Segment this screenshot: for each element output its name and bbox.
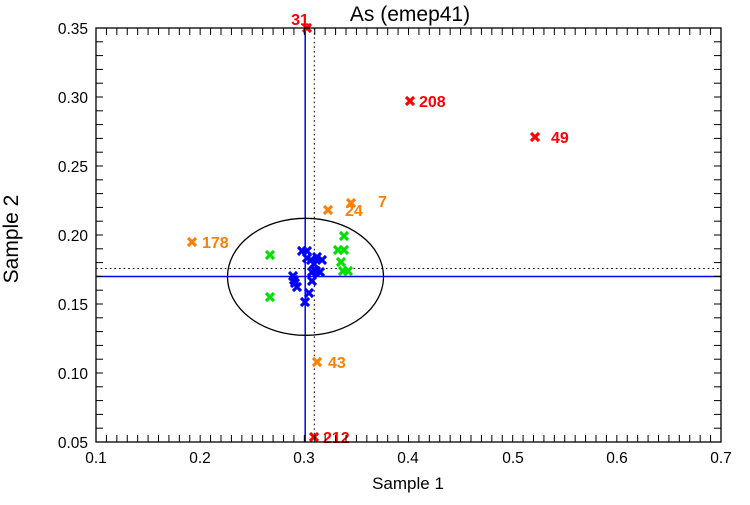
svg-text:208: 208 — [419, 94, 446, 111]
svg-text:7: 7 — [378, 194, 387, 211]
svg-text:0.5: 0.5 — [502, 450, 524, 467]
svg-text:178: 178 — [202, 235, 229, 252]
svg-text:49: 49 — [551, 130, 569, 147]
svg-text:0.30: 0.30 — [58, 90, 89, 107]
svg-text:0.20: 0.20 — [58, 228, 89, 245]
svg-text:0.1: 0.1 — [85, 450, 107, 467]
svg-text:0.35: 0.35 — [58, 21, 88, 38]
svg-text:0.25: 0.25 — [58, 159, 88, 176]
svg-text:0.10: 0.10 — [58, 366, 89, 383]
svg-text:0.15: 0.15 — [58, 297, 88, 314]
svg-text:0.7: 0.7 — [710, 450, 732, 467]
svg-text:24: 24 — [345, 203, 363, 220]
svg-text:Sample 1: Sample 1 — [372, 474, 444, 493]
svg-text:0.3: 0.3 — [293, 450, 315, 467]
svg-text:31: 31 — [291, 12, 309, 29]
svg-text:As (emep41): As (emep41) — [350, 3, 470, 26]
svg-text:43: 43 — [328, 355, 346, 372]
svg-text:Sample 2: Sample 2 — [0, 195, 23, 284]
svg-text:0.4: 0.4 — [397, 450, 419, 467]
svg-text:0.05: 0.05 — [58, 435, 88, 452]
svg-text:0.6: 0.6 — [606, 450, 628, 467]
svg-text:0.2: 0.2 — [189, 450, 211, 467]
